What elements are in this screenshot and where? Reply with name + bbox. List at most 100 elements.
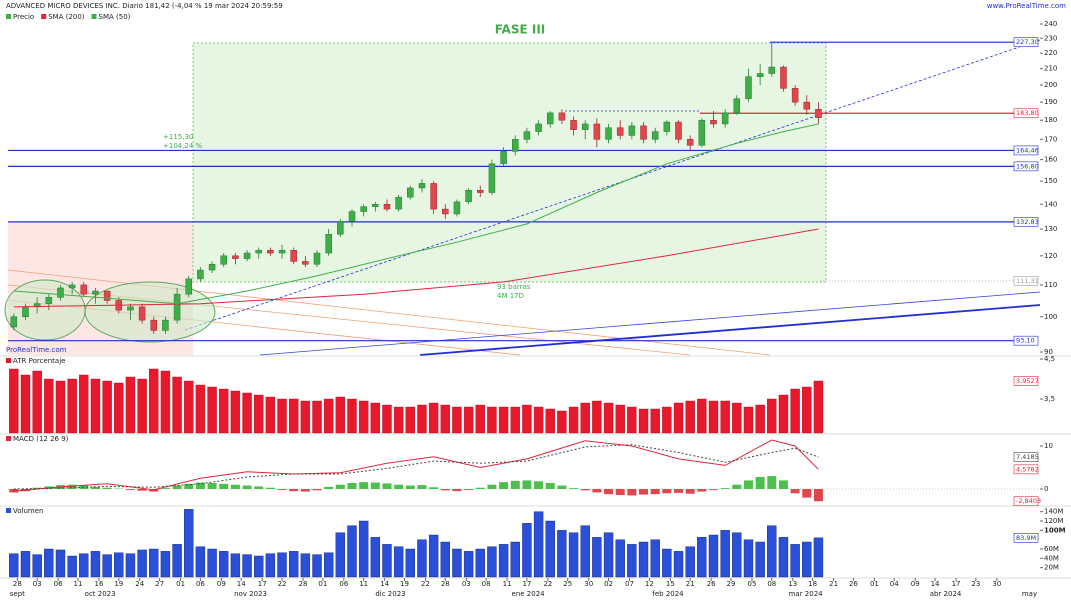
bar	[9, 368, 19, 434]
bar	[440, 404, 450, 434]
y-tick-label: 190	[1044, 98, 1057, 106]
x-tick-label: 03	[33, 580, 42, 588]
bar	[102, 380, 112, 434]
bar	[382, 544, 392, 578]
candle-body	[372, 204, 379, 207]
month-label: oct 2023	[85, 590, 116, 598]
histogram-bar	[499, 482, 509, 490]
bar	[650, 408, 660, 434]
bar	[568, 406, 579, 434]
candle-body	[22, 306, 29, 318]
value-box	[1013, 108, 1039, 119]
x-tick-label: 21	[829, 580, 838, 588]
bar	[230, 553, 241, 578]
bar	[277, 398, 287, 434]
candle-body	[337, 221, 344, 235]
bar	[440, 541, 450, 578]
bar	[382, 404, 392, 434]
candle-body	[523, 131, 531, 140]
bar	[557, 410, 567, 434]
histogram-bar	[324, 486, 334, 490]
bar	[219, 388, 229, 434]
bar	[114, 382, 124, 434]
bar	[743, 539, 754, 578]
candle-body	[512, 139, 519, 152]
x-tick-label: 18	[808, 580, 817, 588]
legend-label: Precio	[13, 13, 34, 21]
histogram-bar	[720, 488, 730, 490]
bar	[335, 532, 346, 578]
histogram-bar	[545, 482, 555, 490]
histogram-bar	[207, 482, 217, 490]
y-tick-label: 180	[1044, 116, 1057, 124]
candle-body	[267, 250, 274, 254]
month-label: abr 2024	[930, 590, 962, 598]
candle-body	[721, 112, 729, 125]
bar	[790, 544, 800, 578]
bar	[697, 537, 707, 578]
bar	[195, 546, 206, 578]
histogram-bar	[382, 483, 392, 490]
candle-body	[488, 163, 496, 193]
y-tick-label: 10	[1044, 442, 1053, 450]
candle-body	[103, 290, 111, 301]
bar	[603, 402, 614, 434]
candle-body	[220, 255, 227, 265]
x-tick-label: 06	[196, 580, 205, 588]
y-tick-label: 90	[1044, 348, 1053, 356]
trend-line	[184, 39, 1041, 331]
value-box-label: 111,31	[1016, 277, 1039, 285]
value-box-label: 227,30	[1016, 38, 1039, 46]
bar	[90, 378, 101, 434]
legend-swatch	[91, 14, 97, 19]
panel-title: Volumen	[13, 507, 43, 515]
histogram-bar	[487, 484, 497, 490]
x-tick-label: 04	[890, 580, 899, 588]
bar	[44, 548, 54, 578]
histogram-bar	[790, 489, 800, 494]
bar	[323, 552, 334, 578]
bar	[533, 406, 544, 434]
candle-body	[80, 284, 88, 295]
bar	[487, 406, 497, 434]
candle-body	[535, 123, 542, 132]
candle-body	[278, 250, 286, 254]
bar	[743, 406, 754, 434]
bar	[393, 546, 404, 578]
y-tick-label: 210	[1044, 65, 1057, 73]
value-box-label: 164,46	[1016, 146, 1039, 154]
month-label: nov 2023	[234, 590, 267, 598]
bar	[160, 551, 171, 578]
highlight	[4, 279, 86, 341]
bar	[219, 551, 229, 578]
bar	[778, 394, 789, 434]
highlight	[84, 281, 216, 343]
bar	[288, 551, 299, 578]
bar	[20, 551, 31, 578]
legend-label: SMA (50)	[99, 13, 131, 21]
candle-body	[325, 233, 332, 254]
candle-body	[407, 187, 414, 198]
bar	[522, 523, 532, 578]
bar	[767, 525, 777, 578]
value-box	[1013, 452, 1039, 462]
bar	[592, 400, 602, 434]
candle-body	[313, 252, 321, 265]
annotation: 4M 17D	[497, 292, 524, 300]
bar	[755, 541, 765, 578]
histogram-bar	[125, 489, 135, 490]
bar	[650, 539, 660, 578]
bar	[475, 548, 485, 578]
bar	[44, 378, 54, 434]
bar	[55, 549, 66, 578]
bar	[125, 376, 136, 434]
bar	[545, 408, 555, 434]
x-tick-label: 08	[767, 580, 776, 588]
y-tick-label: 160	[1044, 156, 1057, 164]
x-tick-label: 26	[707, 580, 716, 588]
x-tick-label: 29	[727, 580, 736, 588]
histogram-bar	[242, 485, 252, 490]
legend-swatch	[6, 436, 11, 441]
bar	[417, 404, 427, 434]
y-tick-label: 230	[1044, 34, 1057, 42]
